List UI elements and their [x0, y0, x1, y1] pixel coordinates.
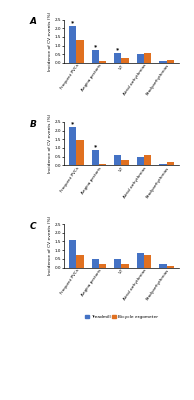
Y-axis label: Incidence of CV events (%): Incidence of CV events (%) — [48, 114, 52, 173]
Text: C: C — [29, 222, 36, 231]
Bar — [167, 60, 174, 63]
Bar — [99, 164, 106, 165]
Bar — [114, 259, 121, 268]
Text: *: * — [71, 121, 74, 126]
Bar — [92, 50, 99, 63]
Bar — [159, 61, 167, 63]
Text: *: * — [94, 145, 97, 150]
Bar — [167, 266, 174, 268]
Text: *: * — [71, 21, 74, 26]
Bar — [114, 52, 121, 63]
Bar — [99, 264, 106, 268]
Bar — [76, 40, 84, 63]
Bar — [144, 255, 151, 268]
Bar — [114, 155, 121, 165]
Bar — [144, 52, 151, 63]
Bar — [144, 155, 151, 165]
Text: *: * — [116, 47, 120, 52]
Bar — [92, 150, 99, 165]
Bar — [121, 58, 129, 63]
Bar — [99, 61, 106, 63]
Bar — [167, 162, 174, 165]
Bar — [92, 259, 99, 268]
Bar — [121, 264, 129, 268]
Bar — [69, 26, 76, 63]
Bar — [137, 54, 144, 63]
Bar — [159, 164, 167, 165]
Bar — [76, 140, 84, 165]
Bar — [121, 160, 129, 165]
Bar — [159, 264, 167, 268]
Bar — [137, 253, 144, 268]
Text: A: A — [29, 17, 36, 26]
Y-axis label: Incidence of CV events (%): Incidence of CV events (%) — [48, 12, 52, 71]
Bar — [69, 127, 76, 165]
Y-axis label: Incidence of CV events (%): Incidence of CV events (%) — [48, 216, 52, 276]
Text: *: * — [94, 44, 97, 49]
Bar — [69, 240, 76, 268]
Bar — [76, 255, 84, 268]
Text: B: B — [29, 120, 36, 129]
Bar — [137, 158, 144, 165]
Legend: Treadmill, Bicycle ergometer: Treadmill, Bicycle ergometer — [85, 315, 158, 320]
